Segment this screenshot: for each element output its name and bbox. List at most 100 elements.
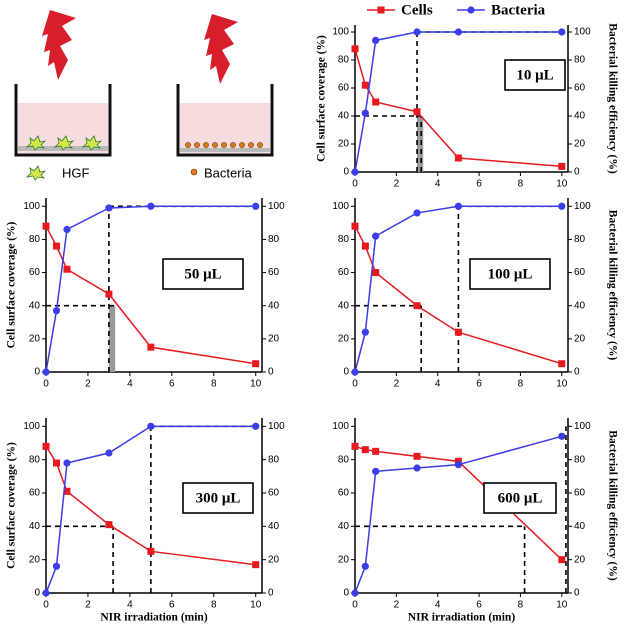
marker: [361, 562, 369, 570]
x-tick-label: 10: [556, 600, 568, 611]
marker: [52, 242, 60, 250]
annotation: 10 μL: [516, 67, 553, 83]
schematic: HGF Bacteria: [14, 10, 274, 181]
y2-tick-label: 100: [268, 201, 285, 212]
marker: [361, 81, 369, 89]
y-tick-label: 60: [338, 83, 350, 94]
x-tick-label: 2: [394, 179, 400, 190]
marker: [558, 360, 566, 368]
y2-tick-label: 100: [574, 421, 591, 432]
y2-tick-label: 20: [574, 139, 586, 150]
marker: [454, 154, 462, 162]
hgf-icon: [25, 165, 47, 181]
marker: [351, 589, 359, 597]
y-tick-label: 100: [332, 421, 349, 432]
marker: [42, 222, 50, 230]
marker: [147, 547, 155, 555]
y2-tick-label: 100: [574, 27, 591, 38]
x-tick-label: 8: [518, 379, 524, 390]
annotation: 600 μL: [498, 490, 543, 506]
well: [176, 84, 274, 157]
shaded-band: [417, 116, 424, 172]
chart: 0 2 4 6 8 10020406080100020406080100Bacterial…: [332, 198, 618, 390]
y-axis-label: Cell surface coverage (%): [6, 442, 18, 569]
y-tick-label: 100: [23, 201, 40, 212]
y2-tick-label: 0: [574, 588, 580, 599]
marker: [63, 487, 71, 495]
y2-tick-label: 40: [574, 521, 586, 532]
marker: [558, 202, 566, 210]
y-tick-label: 0: [34, 367, 40, 378]
marker: [42, 442, 50, 450]
x-tick-label: 4: [435, 600, 441, 611]
y2-tick-label: 20: [268, 333, 280, 344]
marker: [63, 225, 71, 234]
x-tick-label: 0: [43, 379, 49, 390]
x-tick-label: 10: [556, 379, 568, 390]
lightning: [42, 10, 76, 80]
x-tick-label: 0: [352, 379, 358, 390]
y2-tick-label: 60: [268, 267, 280, 278]
x-tick-label: 0: [43, 600, 49, 611]
y-tick-label: 60: [29, 267, 41, 278]
x-tick-label: 6: [169, 600, 175, 611]
y2-tick-label: 60: [574, 83, 586, 94]
marker: [413, 302, 421, 310]
y2-tick-label: 0: [268, 588, 274, 599]
marker: [105, 449, 113, 457]
bacteria-icon: [190, 168, 198, 176]
y2-tick-label: 20: [574, 333, 586, 344]
y-tick-label: 0: [343, 367, 349, 378]
x-tick-label: 6: [476, 379, 482, 390]
hgf-cells: [25, 135, 103, 151]
y-tick-label: 0: [343, 588, 349, 599]
marker: [42, 589, 50, 597]
marker: [454, 461, 462, 469]
marker: [361, 328, 369, 336]
marker: [558, 556, 566, 564]
x-tick-label: 8: [518, 600, 524, 611]
marker: [252, 561, 260, 569]
bacteria-dots: [185, 142, 263, 148]
legend-label: Cells: [401, 2, 433, 18]
series-line: [354, 205, 562, 373]
marker: [351, 368, 359, 376]
series-line: [354, 48, 562, 168]
series-line: [354, 31, 562, 173]
y2-tick-label: 80: [574, 234, 586, 245]
x-tick-label: 4: [127, 379, 133, 390]
marker: [372, 447, 380, 455]
legend-label: Bacteria: [491, 2, 546, 18]
x-tick-label: 8: [518, 179, 524, 190]
marker: [372, 232, 380, 240]
y2-axis-label: Bacterial killing efficiency (%): [606, 210, 618, 361]
x-tick-label: 6: [476, 179, 482, 190]
y2-axis-label: Bacterial killing efficiency (%): [606, 23, 618, 174]
y2-tick-label: 60: [574, 267, 586, 278]
marker: [252, 422, 260, 430]
y2-tick-label: 100: [574, 201, 591, 212]
y-tick-label: 80: [338, 454, 350, 465]
marker: [147, 202, 155, 210]
marker: [413, 108, 421, 116]
marker: [351, 45, 359, 53]
y-tick-label: 80: [29, 234, 41, 245]
y2-tick-label: 0: [574, 367, 580, 378]
x-tick-label: 8: [211, 600, 217, 611]
x-tick-label: 4: [435, 179, 441, 190]
marker: [105, 521, 113, 529]
marker: [42, 368, 50, 376]
y2-tick-label: 100: [268, 421, 285, 432]
y-axis-label: Cell surface coverage (%): [6, 221, 18, 348]
annotation-box: [182, 482, 254, 514]
marker: [351, 168, 359, 176]
y-tick-label: 60: [338, 488, 350, 499]
marker: [361, 242, 369, 250]
marker: [52, 562, 61, 570]
y-tick-label: 40: [338, 521, 350, 532]
legend-marker: [467, 6, 475, 14]
annotation: 50 μL: [184, 266, 221, 282]
